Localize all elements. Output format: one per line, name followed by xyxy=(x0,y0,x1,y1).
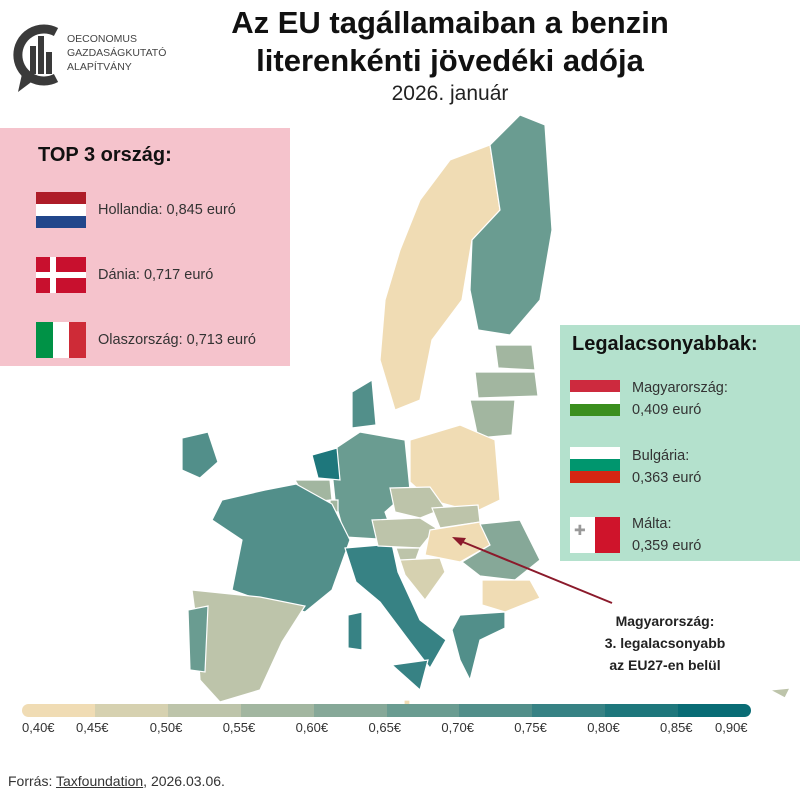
country-croatia xyxy=(399,557,446,601)
top3-item: Olaszország: 0,713 euró xyxy=(36,322,256,358)
country-ireland xyxy=(181,431,219,479)
source-link[interactable]: Taxfoundation xyxy=(55,773,144,789)
legend-tick: 0,65€ xyxy=(368,720,402,735)
oeconomus-logo: OECONOMUS GAZDASÁGKUTATÓ ALAPÍTVÁNY xyxy=(12,22,182,92)
top3-title: TOP 3 ország: xyxy=(38,144,172,166)
legend-tick: 0,50€ xyxy=(149,720,183,735)
country-czechia xyxy=(389,486,446,519)
legend-tick: 0,55€ xyxy=(222,720,256,735)
italy-flag xyxy=(36,322,87,358)
country-latvia xyxy=(474,371,539,399)
legend-tick: 0,75€ xyxy=(514,720,547,735)
top3-panel: TOP 3 ország: Hollandia: 0,845 euró Dáni… xyxy=(0,128,290,366)
logo-icon xyxy=(13,24,59,92)
country-france xyxy=(211,483,351,613)
country-italy xyxy=(344,543,447,670)
legend-swatch xyxy=(605,704,679,717)
page-subtitle: 2026. január xyxy=(391,82,509,105)
top3-item: Dánia: 0,717 euró xyxy=(36,257,213,293)
arrow-head xyxy=(452,537,466,546)
country-greece xyxy=(451,611,506,682)
country-bulgaria xyxy=(481,579,541,613)
country-cyprus xyxy=(767,687,792,699)
lowest-panel: Legalacsonyabbak: Magyarország: 0,409 eur… xyxy=(560,325,800,561)
country-portugal xyxy=(187,605,209,673)
denmark-flag xyxy=(36,257,86,293)
legend-swatch xyxy=(313,704,387,717)
legend-swatch xyxy=(459,704,533,717)
hungary-flag xyxy=(570,380,620,416)
legend-tick: 0,80€ xyxy=(587,720,620,735)
lowest-item: Magyarország: 0,409 euró xyxy=(632,380,728,418)
hungary-annotation: Magyarország: 3. legalacsonyabb az EU27-en… xyxy=(604,613,726,673)
lowest-item: Bulgária: 0,363 euró xyxy=(632,448,702,486)
legend-swatch xyxy=(678,704,751,717)
color-legend xyxy=(22,704,751,717)
malta-flag: ✚ xyxy=(570,517,620,553)
legend-tick: 0,60€ xyxy=(295,720,329,735)
legend-tick: 0,45€ xyxy=(76,720,109,735)
legend-tick: 0,70€ xyxy=(441,720,474,735)
country-denmark xyxy=(351,378,377,429)
netherlands-flag xyxy=(36,192,86,228)
legend-swatch xyxy=(167,704,241,717)
lowest-item: Málta: 0,359 euró xyxy=(632,516,702,554)
legend-swatch xyxy=(22,704,95,717)
page-title: Az EU tagállamaiban a benzin literenkénti… xyxy=(231,5,669,78)
country-finland xyxy=(469,114,553,336)
annotation-arrow xyxy=(457,539,613,604)
legend-swatch xyxy=(240,704,314,717)
legend-tick: 0,40€ xyxy=(22,720,55,735)
legend-swatch xyxy=(532,704,606,717)
legend-swatch xyxy=(94,704,168,717)
top3-label: Hollandia: 0,845 euró xyxy=(98,202,236,218)
country-lithuania xyxy=(469,399,516,439)
country-sicily xyxy=(390,659,429,692)
lowest-title: Legalacsonyabbak: xyxy=(572,333,758,355)
country-netherlands xyxy=(311,447,341,481)
legend-tick: 0,90€ xyxy=(715,720,748,735)
top3-label: Olaszország: 0,713 euró xyxy=(98,332,256,348)
bulgaria-flag xyxy=(570,447,620,483)
legend-tick: 0,85€ xyxy=(660,720,693,735)
country-estonia xyxy=(494,344,536,371)
country-spain xyxy=(191,589,306,703)
legend-swatch xyxy=(386,704,460,717)
top3-item: Hollandia: 0,845 euró xyxy=(36,192,236,228)
country-austria xyxy=(371,517,437,549)
top3-label: Dánia: 0,717 euró xyxy=(98,267,214,283)
source-note: Forrás: Taxfoundation, 2026.03.06. xyxy=(8,773,225,789)
country-sardinia xyxy=(347,611,363,651)
